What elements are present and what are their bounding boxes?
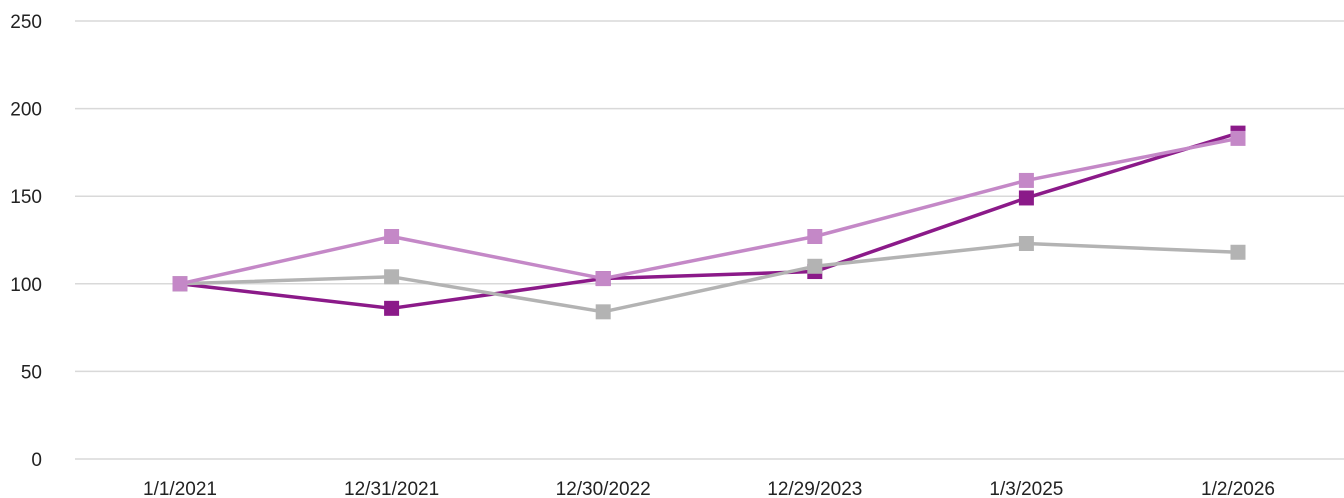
x-axis-tick-labels: 1/1/2021 12/31/2021 12/30/2022 12/29/2023 1/…: [143, 479, 1275, 498]
series-2-point: [384, 228, 400, 244]
series-3-point: [807, 258, 823, 274]
gridlines: [75, 20, 1344, 460]
series-3-point: [1018, 236, 1034, 252]
series-3-line: [179, 241, 1239, 314]
y-tick-label: 50: [21, 362, 42, 383]
series-3-point: [384, 269, 400, 285]
y-tick-label: 100: [10, 275, 42, 296]
x-tick-label: 1/3/2025: [989, 479, 1063, 498]
series-1-line: [179, 131, 1239, 311]
y-tick-label: 250: [10, 12, 42, 33]
y-axis-tick-labels: 0 50 100 150 200 250: [10, 12, 42, 471]
series-2-line: [179, 136, 1239, 286]
y-tick-label: 200: [10, 100, 42, 121]
series-1-point: [1018, 190, 1034, 206]
y-tick-label: 150: [10, 187, 42, 208]
series-3-point: [595, 304, 611, 320]
y-tick-label: 0: [31, 450, 42, 471]
series-2: [172, 130, 1246, 292]
series-3-point: [1230, 244, 1246, 260]
series-1-point: [384, 300, 400, 316]
x-tick-label: 12/29/2023: [767, 479, 862, 498]
series-2-point: [807, 228, 823, 244]
series-layer: [172, 125, 1246, 320]
series-2-point: [595, 271, 611, 287]
x-tick-label: 12/30/2022: [556, 479, 651, 498]
x-tick-label: 12/31/2021: [344, 479, 439, 498]
series-2-point: [172, 276, 188, 292]
x-tick-label: 1/1/2021: [143, 479, 217, 498]
series-2-point: [1230, 130, 1246, 146]
x-tick-label: 1/2/2026: [1201, 479, 1275, 498]
series-2-point: [1018, 172, 1034, 188]
